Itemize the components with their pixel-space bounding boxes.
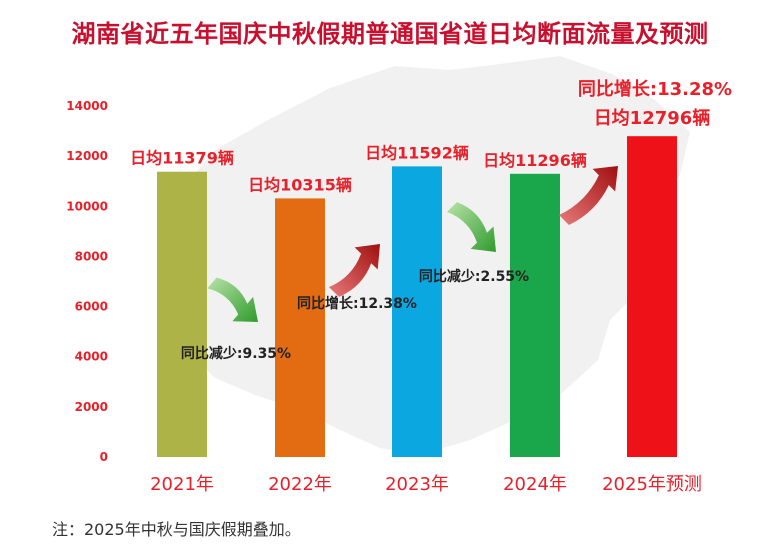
bar (392, 166, 442, 457)
change-annotation: 同比增长:13.28% (578, 78, 732, 100)
arrow-down-icon (207, 277, 258, 322)
y-tick-label: 8000 (75, 249, 108, 263)
y-tick-label: 14000 (66, 99, 108, 113)
arrow-up-icon (328, 244, 380, 297)
y-tick-label: 0 (100, 450, 108, 464)
y-tick-label: 12000 (66, 149, 108, 163)
bar (510, 173, 560, 457)
bar (275, 198, 325, 457)
x-tick-label: 2023年 (385, 474, 449, 495)
change-annotation: 同比增长:12.38% (297, 295, 417, 312)
x-tick-label: 2021年 (150, 474, 214, 495)
y-tick-label: 4000 (75, 350, 108, 364)
y-tick-label: 10000 (66, 199, 108, 213)
data-label: 日均11296辆 (483, 151, 587, 170)
bar (157, 171, 207, 457)
y-tick-label: 2000 (75, 400, 108, 414)
change-annotation: 同比减少:2.55% (419, 268, 529, 285)
arrow-up-icon (559, 166, 618, 225)
arrow-down-icon (446, 202, 496, 252)
bar (627, 136, 677, 457)
data-label: 日均12796辆 (594, 107, 711, 129)
change-annotation: 同比减少:9.35% (181, 345, 291, 362)
data-label: 日均11379辆 (130, 149, 234, 168)
y-tick-label: 6000 (75, 300, 108, 314)
data-label: 日均10315辆 (248, 175, 352, 194)
footnote: 注：2025年中秋与国庆假期叠加。 (52, 520, 301, 539)
x-tick-label: 2024年 (503, 474, 567, 495)
x-tick-label: 2022年 (268, 474, 332, 495)
data-label: 日均11592辆 (365, 143, 469, 162)
x-tick-label: 2025年预测 (602, 474, 702, 495)
chart-title: 湖南省近五年国庆中秋假期普通国省道日均断面流量及预测 (71, 20, 709, 48)
